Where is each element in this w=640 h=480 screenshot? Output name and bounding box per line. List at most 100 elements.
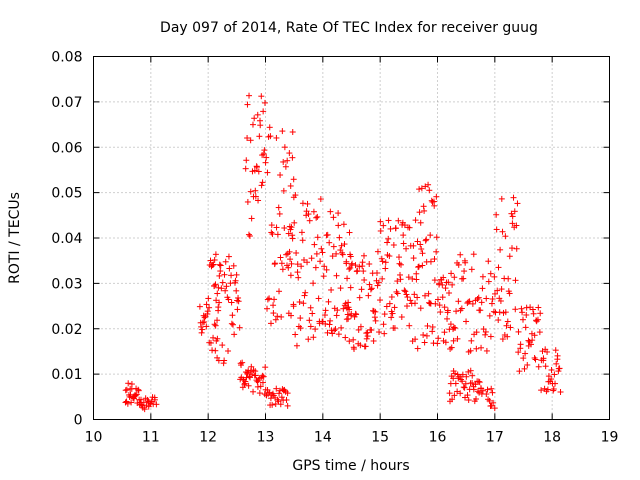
- data-point: [219, 279, 226, 286]
- data-point: [225, 253, 232, 260]
- data-point: [273, 134, 280, 141]
- data-point: [544, 386, 551, 393]
- data-point: [209, 262, 216, 269]
- data-point: [491, 290, 498, 297]
- data-point: [491, 405, 498, 412]
- data-point: [251, 115, 258, 122]
- data-point: [362, 343, 369, 350]
- data-point: [484, 386, 491, 393]
- data-point: [283, 396, 290, 403]
- data-point: [228, 320, 235, 327]
- data-point: [323, 266, 330, 273]
- data-point: [346, 266, 353, 273]
- data-point: [301, 292, 308, 299]
- data-point: [361, 252, 368, 259]
- data-point: [479, 273, 486, 280]
- data-point: [276, 288, 283, 295]
- data-point: [483, 391, 490, 398]
- data-point: [432, 300, 439, 307]
- data-point: [425, 181, 432, 188]
- data-point: [460, 384, 467, 391]
- data-point: [305, 336, 312, 343]
- data-point: [496, 309, 503, 316]
- data-point: [363, 330, 370, 337]
- data-point: [239, 359, 246, 366]
- data-point: [274, 313, 281, 320]
- data-point: [289, 128, 296, 135]
- data-point: [378, 255, 385, 262]
- data-point: [557, 388, 564, 395]
- data-point: [354, 267, 361, 274]
- data-point: [444, 307, 451, 314]
- data-point: [244, 101, 251, 108]
- data-point: [135, 387, 142, 394]
- data-point: [125, 380, 132, 387]
- data-point: [321, 312, 328, 319]
- data-point: [482, 328, 489, 335]
- data-point: [267, 133, 274, 140]
- data-point: [550, 387, 557, 394]
- data-point: [457, 251, 464, 258]
- data-point: [376, 329, 383, 336]
- data-point: [272, 400, 279, 407]
- data-point: [211, 321, 218, 328]
- data-point: [381, 311, 388, 318]
- data-point: [311, 241, 318, 248]
- data-point: [281, 144, 288, 151]
- data-point: [442, 285, 449, 292]
- data-point: [473, 329, 480, 336]
- data-point: [532, 356, 539, 363]
- data-point: [135, 386, 142, 393]
- data-point: [367, 286, 374, 293]
- data-point: [463, 373, 470, 380]
- data-point: [199, 326, 206, 333]
- data-point: [495, 264, 502, 271]
- data-point: [300, 300, 307, 307]
- data-point: [347, 264, 354, 271]
- data-point: [347, 284, 354, 291]
- data-point: [255, 197, 262, 204]
- data-point: [385, 235, 392, 242]
- data-point: [336, 234, 343, 241]
- data-point: [330, 214, 337, 221]
- data-point: [350, 336, 357, 343]
- data-point: [353, 268, 360, 275]
- data-point: [236, 324, 243, 331]
- data-point: [223, 283, 230, 290]
- data-point: [260, 373, 267, 380]
- data-point: [280, 158, 287, 165]
- data-point: [140, 399, 147, 406]
- data-point: [307, 304, 314, 311]
- data-point: [418, 246, 425, 253]
- data-point: [273, 385, 280, 392]
- x-tick-label: 16: [429, 430, 447, 446]
- data-point: [207, 339, 214, 346]
- grid-layer: [93, 56, 610, 420]
- data-point: [461, 268, 468, 275]
- data-point: [261, 99, 268, 106]
- data-point: [235, 298, 242, 305]
- data-point: [475, 294, 482, 301]
- data-point: [211, 256, 218, 263]
- data-point: [529, 306, 536, 313]
- data-point: [338, 324, 345, 331]
- data-point: [297, 325, 304, 332]
- data-point: [444, 315, 451, 322]
- data-point: [472, 381, 479, 388]
- data-point: [330, 243, 337, 250]
- data-point: [310, 280, 317, 287]
- data-point: [412, 217, 419, 224]
- data-point: [409, 275, 416, 282]
- data-point: [487, 333, 494, 340]
- data-point: [285, 264, 292, 271]
- plot-frame: [93, 56, 610, 420]
- data-point: [548, 366, 555, 373]
- data-point: [490, 399, 497, 406]
- data-point: [243, 157, 250, 164]
- data-point: [401, 222, 408, 229]
- data-point: [448, 270, 455, 277]
- data-point: [335, 210, 342, 217]
- data-point: [351, 346, 358, 353]
- data-point: [366, 281, 373, 288]
- data-point: [479, 387, 486, 394]
